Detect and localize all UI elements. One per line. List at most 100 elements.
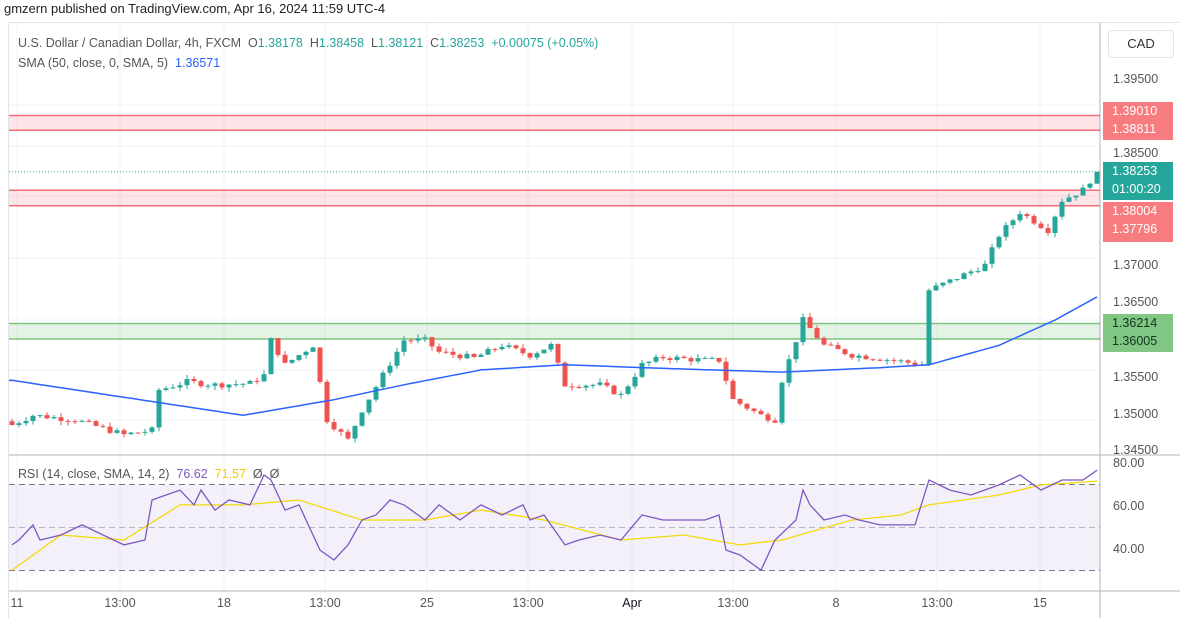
candle-up	[212, 383, 218, 386]
candle-up	[653, 356, 659, 362]
candle-up	[1073, 195, 1079, 198]
candle-down	[408, 340, 414, 342]
candle-down	[751, 408, 757, 411]
candle-down	[457, 354, 463, 359]
candle-down	[443, 351, 449, 353]
candle-down	[863, 355, 869, 360]
sma-value: 1.36571	[175, 56, 221, 70]
rsi-tick: 60.00	[1113, 499, 1145, 513]
candle-down	[660, 356, 666, 359]
candle-up	[205, 385, 211, 387]
candle-up	[359, 412, 365, 426]
candle-up	[940, 282, 946, 286]
candle-down	[513, 345, 519, 349]
rsi-ma-value: 71.57	[214, 467, 246, 481]
candle-up	[373, 387, 379, 400]
candle-up	[261, 374, 267, 382]
candle-down	[877, 359, 883, 361]
rsi-tick: 40.00	[1113, 542, 1145, 556]
price-tick: 1.36500	[1113, 295, 1159, 309]
candle-down	[807, 317, 813, 329]
candle-down	[317, 347, 323, 382]
candle-down	[1031, 216, 1037, 224]
open-label: O	[247, 36, 258, 50]
candle-up	[947, 279, 953, 283]
candle-up	[296, 355, 302, 360]
time-tick: 11	[10, 596, 24, 610]
candle-up	[996, 236, 1002, 248]
candle-up	[268, 338, 274, 375]
candle-down	[569, 386, 575, 388]
rsi-value: 76.62	[176, 467, 208, 481]
candle-up	[128, 432, 134, 435]
zone3-top-label: 1.36214	[1112, 316, 1158, 330]
low-label: L	[371, 36, 378, 50]
zone3-bottom-label: 1.36005	[1112, 334, 1158, 348]
candle-up	[51, 417, 57, 419]
candle-up	[1087, 183, 1093, 188]
candle-up	[968, 271, 974, 274]
price-tick: 1.39500	[1113, 72, 1159, 86]
time-tick: 25	[420, 596, 434, 610]
price-tick: 1.35500	[1113, 370, 1159, 384]
candle-down	[72, 421, 78, 423]
symbol-name[interactable]: U.S. Dollar / Canadian Dollar, 4h, FXCM	[18, 36, 242, 50]
candle-down	[912, 362, 918, 366]
sma-label[interactable]: SMA (50, close, 0, SMA, 5)	[18, 56, 169, 70]
rsi-label[interactable]: RSI (14, close, SMA, 14, 2)	[18, 467, 170, 481]
candle-up	[478, 354, 484, 357]
time-tick: 13:00	[104, 596, 136, 610]
candle-up	[898, 360, 904, 362]
candle-up	[674, 356, 680, 360]
candle-up	[695, 358, 701, 362]
candle-up	[975, 271, 981, 273]
candle-down	[821, 338, 827, 345]
candle-up	[1010, 220, 1016, 226]
candle-down	[9, 421, 15, 426]
candle-up	[702, 358, 708, 360]
candle-down	[65, 420, 71, 422]
candle-up	[926, 290, 932, 365]
candle-up	[233, 384, 239, 386]
candle-up	[583, 385, 589, 388]
candle-down	[520, 348, 526, 354]
candle-up	[1066, 197, 1072, 202]
candle-up	[37, 415, 43, 417]
candle-down	[604, 382, 610, 386]
candle-up	[415, 338, 421, 341]
candle-up	[793, 342, 799, 360]
candle-up	[142, 431, 148, 433]
candle-down	[492, 348, 498, 350]
candle-down	[681, 356, 687, 359]
candle-down	[450, 351, 456, 355]
time-tick: 8	[832, 596, 840, 610]
candle-up	[800, 317, 806, 343]
candle-down	[100, 425, 106, 427]
candle-up	[506, 345, 512, 347]
candle-up	[961, 273, 967, 280]
candle-up	[989, 247, 995, 264]
candle-down	[219, 383, 225, 388]
rsi-line	[11, 469, 1098, 572]
candle-up	[79, 420, 85, 422]
zone-red	[9, 190, 1100, 206]
candle-up	[240, 383, 246, 385]
candle-down	[1038, 223, 1044, 229]
candle-up	[954, 279, 960, 281]
candle-down	[772, 420, 778, 423]
zone2-badge: 1.38004 1.37796	[1103, 202, 1173, 242]
candle-down	[1024, 214, 1030, 217]
currency-button[interactable]: CAD	[1108, 30, 1174, 58]
candle-up	[590, 384, 596, 386]
zone1-badge: 1.39010 1.38811	[1103, 102, 1173, 140]
candle-down	[688, 358, 694, 362]
candle-up	[16, 423, 22, 426]
rsi-extra-2: Ø	[269, 467, 280, 481]
candle-up	[625, 386, 631, 394]
candle-down	[1045, 228, 1051, 233]
zone2-top-label: 1.38004	[1112, 204, 1158, 218]
candle-down	[842, 349, 848, 355]
candle-up	[1003, 225, 1009, 237]
zone1-top-label: 1.39010	[1112, 104, 1158, 118]
